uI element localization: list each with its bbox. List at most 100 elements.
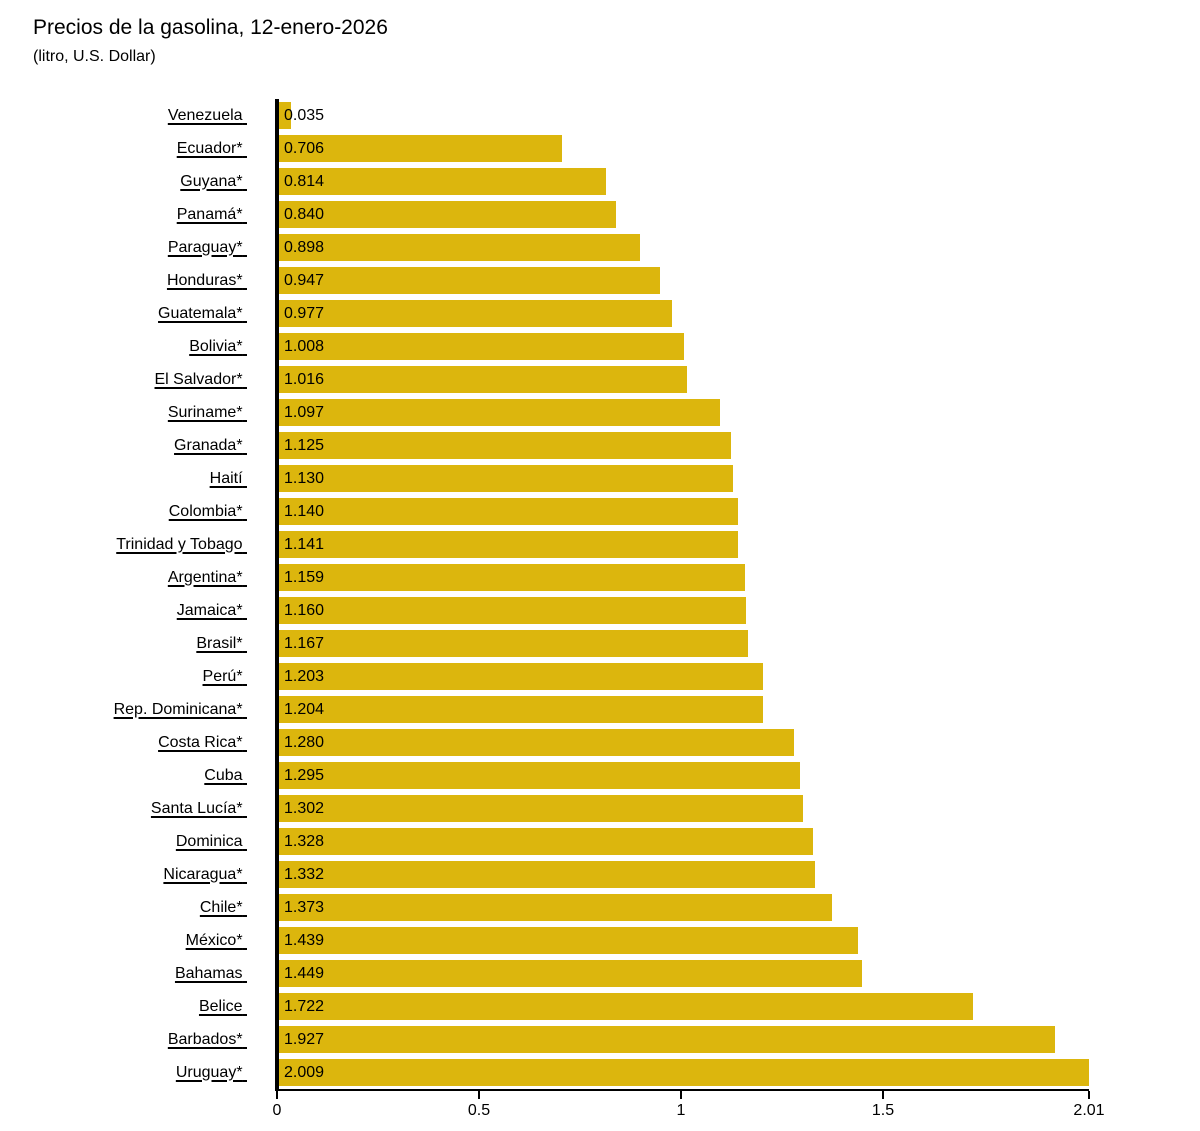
country-label[interactable]: Nicaragua*	[163, 865, 243, 883]
country-label[interactable]: Jamaica*	[176, 601, 243, 619]
x-tick	[477, 1091, 480, 1099]
country-label-cell: Rep. Dominicana*	[0, 701, 277, 719]
bar-row: Dominica 1.328	[0, 825, 1200, 858]
country-label[interactable]: Argentina*	[167, 568, 243, 586]
bar-row: Uruguay* 2.009	[0, 1056, 1200, 1089]
bar-value-label: 0.814	[284, 172, 325, 190]
bar-cell: 0.898	[277, 234, 1200, 261]
bar	[277, 729, 795, 756]
bar-value-label: 1.097	[284, 403, 325, 421]
country-label-cell: Honduras*	[0, 272, 277, 290]
bar-value-label: 1.125	[284, 436, 325, 454]
bar-value-label: 1.159	[284, 568, 325, 586]
country-label[interactable]: Paraguay*	[167, 238, 243, 256]
country-label[interactable]: Uruguay*	[175, 1063, 243, 1081]
bar	[277, 861, 816, 888]
bar	[277, 762, 801, 789]
country-label[interactable]: Haití	[209, 469, 243, 487]
bars-area: Venezuela 0.035 Ecuador* 0.706 Guyana* 0…	[0, 99, 1200, 1089]
bar	[277, 234, 640, 261]
country-label-cell: Bahamas	[0, 965, 277, 983]
bar-row: Belice 1.722	[0, 990, 1200, 1023]
bar-cell: 0.840	[277, 201, 1200, 228]
country-label[interactable]: Guyana*	[180, 172, 243, 190]
country-label-cell: Uruguay*	[0, 1064, 277, 1082]
bar-row: Rep. Dominicana* 1.204	[0, 693, 1200, 726]
bar-cell: 2.009	[277, 1059, 1200, 1086]
country-label[interactable]: Trinidad y Tobago	[116, 535, 243, 553]
country-label[interactable]: México*	[185, 931, 243, 949]
country-label[interactable]: El Salvador*	[154, 370, 243, 388]
country-label[interactable]: Costa Rica*	[158, 733, 243, 751]
bar-cell: 1.439	[277, 927, 1200, 954]
bar-row: Panamá* 0.840	[0, 198, 1200, 231]
bar	[277, 1059, 1089, 1086]
country-label[interactable]: Ecuador*	[176, 139, 243, 157]
bar	[277, 399, 721, 426]
bar-row: Chile* 1.373	[0, 891, 1200, 924]
bar-row: Ecuador* 0.706	[0, 132, 1200, 165]
country-label[interactable]: Honduras*	[166, 271, 243, 289]
country-label[interactable]: Panamá*	[176, 205, 243, 223]
bar-chart: Venezuela 0.035 Ecuador* 0.706 Guyana* 0…	[0, 99, 1200, 1131]
bar-row: Argentina* 1.159	[0, 561, 1200, 594]
bar	[277, 894, 832, 921]
bar-cell: 1.302	[277, 795, 1200, 822]
bar-cell: 1.449	[277, 960, 1200, 987]
country-label-cell: Dominica	[0, 833, 277, 851]
bar-value-label: 0.977	[284, 304, 325, 322]
bar	[277, 663, 763, 690]
country-label[interactable]: Suriname*	[167, 403, 243, 421]
bar-cell: 0.706	[277, 135, 1200, 162]
country-label[interactable]: Guatemala*	[158, 304, 243, 322]
country-label[interactable]: Santa Lucía*	[150, 799, 243, 817]
country-label-cell: Guyana*	[0, 173, 277, 191]
x-tick	[1088, 1091, 1090, 1099]
bar-row: Santa Lucía* 1.302	[0, 792, 1200, 825]
country-label-cell: Argentina*	[0, 569, 277, 587]
bar-cell: 1.130	[277, 465, 1200, 492]
country-label[interactable]: Brasil*	[196, 634, 243, 652]
country-label[interactable]: Bolivia*	[189, 337, 243, 355]
bar-row: Guyana* 0.814	[0, 165, 1200, 198]
bar	[277, 1026, 1056, 1053]
bar-row: Barbados* 1.927	[0, 1023, 1200, 1056]
x-tick-label: 1.5	[871, 1102, 895, 1119]
bar-cell: 1.125	[277, 432, 1200, 459]
bar-value-label: 1.141	[284, 535, 325, 553]
bar-value-label: 2.009	[284, 1063, 325, 1081]
bar-cell: 0.814	[277, 168, 1200, 195]
country-label[interactable]: Barbados*	[167, 1030, 243, 1048]
country-label[interactable]: Cuba	[204, 766, 243, 784]
bar-cell: 0.947	[277, 267, 1200, 294]
country-label[interactable]: Colombia*	[168, 502, 243, 520]
bar-value-label: 0.706	[284, 139, 325, 157]
bar	[277, 135, 563, 162]
bar-cell: 1.373	[277, 894, 1200, 921]
country-label[interactable]: Granada*	[174, 436, 243, 454]
country-label-cell: El Salvador*	[0, 371, 277, 389]
bar	[277, 333, 685, 360]
country-label-cell: Brasil*	[0, 635, 277, 653]
bar-row: Costa Rica* 1.280	[0, 726, 1200, 759]
country-label[interactable]: Rep. Dominicana*	[113, 700, 243, 718]
country-label[interactable]: Bahamas	[174, 964, 243, 982]
bar-value-label: 1.332	[284, 865, 325, 883]
bar	[277, 102, 292, 129]
country-label[interactable]: Perú*	[202, 667, 243, 685]
country-label-cell: Costa Rica*	[0, 734, 277, 752]
x-tick-label: 0.5	[467, 1102, 491, 1119]
bar-row: Suriname* 1.097	[0, 396, 1200, 429]
country-label[interactable]: Dominica	[175, 832, 243, 850]
country-label[interactable]: Venezuela	[167, 106, 243, 124]
bar-value-label: 0.840	[284, 205, 325, 223]
country-label-cell: Haití	[0, 470, 277, 488]
country-label[interactable]: Belice	[198, 997, 243, 1015]
bar-cell: 1.016	[277, 366, 1200, 393]
x-tick	[679, 1091, 682, 1099]
country-label-cell: Guatemala*	[0, 305, 277, 323]
bar-cell: 1.295	[277, 762, 1200, 789]
bar-row: Granada* 1.125	[0, 429, 1200, 462]
country-label[interactable]: Chile*	[199, 898, 243, 916]
country-label-cell: Chile*	[0, 899, 277, 917]
